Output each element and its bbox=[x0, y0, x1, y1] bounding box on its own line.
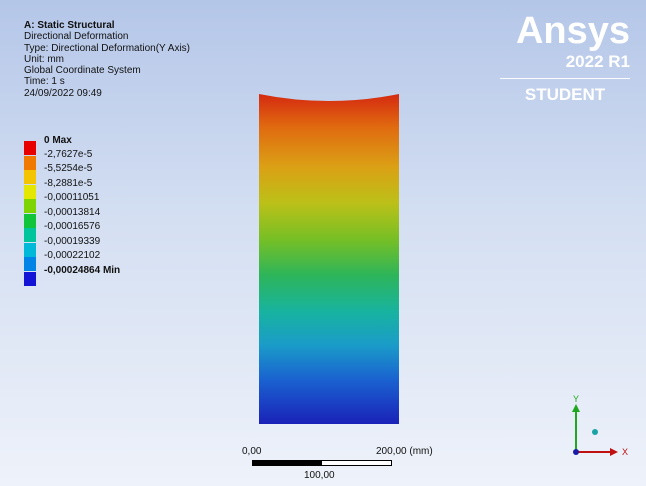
legend-swatch bbox=[24, 155, 36, 170]
coordinate-system: Global Coordinate System bbox=[24, 65, 141, 77]
result-unit: Unit: mm bbox=[24, 53, 64, 65]
brand-divider bbox=[500, 78, 630, 79]
legend-label: -0,00019339 bbox=[44, 235, 101, 247]
result-timestamp: 24/09/2022 09:49 bbox=[24, 87, 102, 99]
axis-triad[interactable]: Y X bbox=[560, 390, 640, 470]
legend-swatch bbox=[24, 257, 36, 271]
x-axis-label: X bbox=[622, 447, 628, 457]
ansys-logo: Ansys 2022 R1 STUDENT bbox=[500, 12, 630, 105]
legend-label: -0,00011051 bbox=[44, 192, 100, 203]
deformed-specimen[interactable] bbox=[259, 94, 399, 424]
specimen-body[interactable] bbox=[259, 94, 399, 424]
scale-mid-label: 100,00 bbox=[304, 470, 335, 481]
result-info: A: Static Structural Directional Deforma… bbox=[24, 20, 190, 99]
legend-label: 0 Max bbox=[44, 135, 72, 146]
brand-name: Ansys bbox=[515, 10, 630, 52]
result-time: Time: 1 s bbox=[24, 76, 65, 88]
legend-swatch bbox=[24, 141, 36, 155]
analysis-title: A: Static Structural bbox=[24, 20, 115, 31]
triad-center-icon bbox=[592, 429, 598, 435]
legend-swatch bbox=[24, 271, 36, 286]
legend-label: -2,7627e-5 bbox=[44, 148, 93, 160]
scale-bar: 0,00 200,00 (mm) 100,00 bbox=[240, 446, 440, 486]
legend-label: -5,5254e-5 bbox=[44, 163, 93, 174]
legend-swatch bbox=[24, 242, 36, 257]
y-axis-label: Y bbox=[573, 394, 579, 404]
y-axis-arrow-icon bbox=[572, 404, 580, 412]
x-axis-arrow-icon bbox=[610, 448, 618, 456]
legend-swatch bbox=[24, 213, 36, 228]
legend-label: -8,2881e-5 bbox=[44, 177, 93, 189]
legend-swatch bbox=[24, 199, 36, 213]
result-name: Directional Deformation bbox=[24, 31, 129, 43]
brand-edition: STUDENT bbox=[524, 85, 606, 104]
legend-swatch bbox=[24, 170, 36, 184]
result-type: Type: Directional Deformation(Y Axis) bbox=[24, 42, 190, 54]
scale-bar-graphic bbox=[252, 460, 392, 466]
z-axis-icon bbox=[573, 449, 579, 455]
legend-swatch bbox=[24, 184, 36, 199]
legend-label: -0,00024864 Min bbox=[44, 264, 121, 276]
legend-label: -0,00016576 bbox=[44, 221, 101, 232]
legend-label: -0,00013814 bbox=[44, 206, 101, 218]
scale-start-label: 0,00 bbox=[242, 446, 262, 457]
legend-swatch bbox=[24, 228, 36, 242]
legend-label: -0,00022102 bbox=[44, 250, 101, 261]
brand-version: 2022 R1 bbox=[565, 52, 630, 71]
scale-end-label: 200,00 (mm) bbox=[376, 446, 433, 457]
